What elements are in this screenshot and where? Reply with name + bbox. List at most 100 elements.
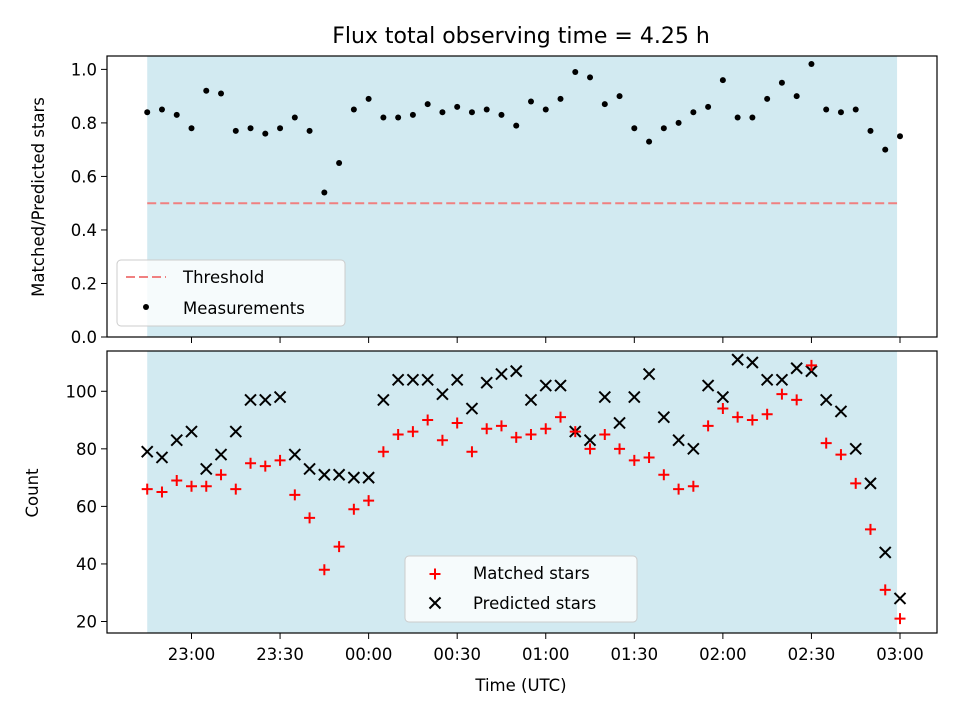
measurement-point (158, 106, 165, 113)
measurement-point (468, 109, 475, 116)
measurement-point (232, 127, 239, 134)
predicted-star-point (347, 471, 361, 484)
measurement-point (277, 125, 284, 132)
predicted-star-point (436, 387, 449, 401)
predicted-star-point (524, 393, 538, 407)
predicted-star-point (554, 379, 567, 392)
predicted-star-point (539, 379, 552, 392)
measurement-point (262, 130, 269, 137)
measurement-point (203, 87, 210, 94)
matched-star-point (318, 564, 330, 576)
matched-star-point (894, 613, 906, 625)
predicted-star-point (864, 477, 877, 490)
measurement-point (527, 98, 534, 105)
predicted-star-point (775, 373, 789, 386)
predicted-star-point (155, 451, 169, 464)
predicted-star-point (598, 390, 611, 404)
matched-star-point (274, 454, 286, 466)
xtick-label: 23:00 (168, 645, 216, 664)
matched-star-point (569, 426, 581, 438)
measurement-point (336, 160, 343, 167)
matched-star-point (141, 483, 153, 495)
measurement-point (793, 93, 800, 100)
ratio-ytick-label: 0.8 (71, 114, 97, 133)
predicted-star-point (170, 433, 183, 447)
count-legend (404, 555, 638, 623)
measurement-point (557, 95, 564, 102)
matched-star-point (702, 420, 714, 432)
matched-star-point (348, 503, 360, 515)
predicted-star-point (288, 448, 302, 461)
predicted-star-point (229, 425, 242, 438)
matched-star-point (687, 480, 699, 492)
legend-measurement-swatch (143, 304, 149, 310)
predicted-star-point (450, 373, 464, 386)
measurement-point (882, 146, 889, 153)
matched-star-point (850, 477, 862, 489)
measurement-point (144, 109, 151, 116)
matched-star-point (451, 417, 463, 429)
measurement-point (587, 74, 594, 81)
ratio-ytick-label: 0.2 (71, 274, 97, 293)
matched-star-point (245, 457, 257, 469)
measurement-point (867, 127, 874, 134)
measurement-point (350, 106, 357, 113)
matched-star-point (628, 454, 640, 466)
matched-star-point (614, 443, 626, 455)
predicted-star-point (465, 402, 479, 415)
matched-star-point (864, 523, 876, 535)
predicted-star-point (510, 364, 523, 378)
predicted-star-point (849, 442, 862, 456)
predicted-star-point (893, 592, 907, 605)
count-ytick-label: 100 (66, 382, 98, 401)
count-ytick-label: 20 (76, 612, 97, 631)
matched-star-point (717, 403, 729, 415)
matched-star-point (171, 474, 183, 486)
predicted-star-point (391, 373, 405, 386)
measurement-point (778, 79, 785, 86)
count-ytick-label: 80 (76, 440, 97, 459)
matched-star-point (791, 394, 803, 406)
matched-star-point (481, 423, 493, 435)
predicted-star-point (672, 433, 685, 447)
y-axis-label-count: Count (23, 468, 42, 518)
predicted-star-point (318, 468, 331, 481)
matched-star-point (555, 411, 567, 423)
predicted-star-point (790, 362, 803, 375)
predicted-star-point (879, 546, 892, 559)
measurement-point (188, 125, 195, 132)
predicted-star-point (141, 445, 154, 458)
matched-star-point (215, 469, 227, 481)
measurement-point (218, 90, 225, 97)
matched-star-point (761, 408, 773, 420)
matched-star-point (746, 414, 758, 426)
legend-measurement-label: Measurements (183, 299, 305, 318)
predicted-star-point (701, 379, 715, 392)
count-ytick-label: 40 (76, 555, 97, 574)
ratio-axes-frame (106, 55, 938, 338)
predicted-star-point (834, 405, 848, 418)
matched-star-point (230, 483, 242, 495)
predicted-star-point (480, 376, 493, 389)
measurement-point (291, 114, 298, 121)
matched-star-point (259, 460, 271, 472)
measurement-point (719, 77, 726, 84)
predicted-star-point (613, 416, 626, 430)
measurement-point (705, 103, 712, 110)
measurement-point (483, 106, 490, 113)
measurement-point (454, 103, 461, 110)
matched-star-point (304, 512, 316, 524)
matched-star-point (776, 388, 788, 400)
matched-star-point (156, 486, 168, 498)
legend-matched-swatch (429, 568, 441, 580)
xtick-label: 02:30 (788, 645, 836, 664)
matched-star-point (525, 428, 537, 440)
measurement-point (897, 133, 903, 140)
measurement-point (646, 138, 653, 145)
measurement-point (424, 101, 431, 108)
predicted-star-point (642, 367, 656, 381)
ratio-ytick-label: 1.0 (71, 60, 97, 79)
matched-star-point (658, 469, 670, 481)
matched-star-point (599, 428, 611, 440)
matched-star-point (422, 414, 434, 426)
